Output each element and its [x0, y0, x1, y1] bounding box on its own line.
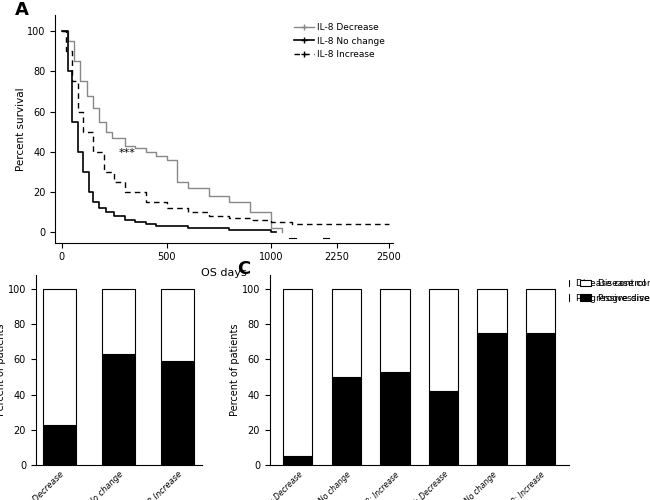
Bar	[478, 289, 506, 333]
Bar	[332, 377, 361, 465]
Bar	[161, 361, 194, 465]
Bar	[526, 289, 555, 333]
Y-axis label: Percent of patients: Percent of patients	[0, 324, 6, 416]
Legend: Disease control, Progressive disease: Disease control, Progressive disease	[577, 276, 650, 306]
X-axis label: OS days: OS days	[202, 268, 247, 278]
Bar	[283, 289, 313, 456]
Bar	[478, 333, 506, 465]
Bar	[526, 333, 555, 465]
Text: A: A	[15, 2, 29, 20]
Bar	[429, 391, 458, 465]
Text: C: C	[237, 260, 250, 278]
Legend: IL-8 Decrease, IL-8 No change, IL-8 Increase: IL-8 Decrease, IL-8 No change, IL-8 Incr…	[290, 20, 389, 63]
Bar	[429, 289, 458, 391]
Bar	[380, 372, 410, 465]
Y-axis label: Percent survival: Percent survival	[16, 87, 26, 170]
Bar	[332, 289, 361, 377]
Y-axis label: Percent of patients: Percent of patients	[230, 324, 240, 416]
Bar	[161, 289, 194, 361]
Bar	[283, 456, 313, 465]
Bar	[102, 289, 135, 354]
Bar	[380, 289, 410, 372]
Bar	[102, 354, 135, 465]
Text: ***: ***	[118, 148, 135, 158]
Legend: Disease control, Progressive disease: Disease control, Progressive disease	[554, 276, 650, 306]
Bar	[44, 424, 76, 465]
Bar	[44, 289, 76, 424]
